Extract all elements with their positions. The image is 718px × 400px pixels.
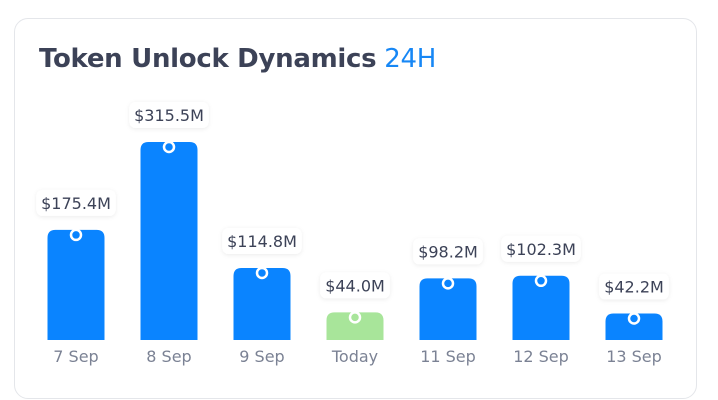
value-label-bg xyxy=(129,102,209,128)
value-label: $102.3M xyxy=(506,240,576,259)
x-tick-label: Today xyxy=(331,347,378,366)
bar[interactable] xyxy=(47,229,105,340)
bar-marker xyxy=(348,311,362,324)
bar[interactable] xyxy=(233,267,291,340)
x-tick-label: 13 Sep xyxy=(606,347,662,366)
bar-marker xyxy=(255,266,269,280)
bar-marker xyxy=(627,312,641,325)
value-label-bg xyxy=(413,238,483,265)
value-label: $42.2M xyxy=(604,278,664,297)
value-label: $98.2M xyxy=(418,242,478,261)
value-label-bg xyxy=(320,272,390,299)
value-label-bg xyxy=(36,189,116,216)
value-label: $114.8M xyxy=(227,232,297,251)
x-tick-label: 11 Sep xyxy=(420,347,476,366)
value-label: $44.0M xyxy=(325,276,385,295)
bar[interactable] xyxy=(512,275,570,340)
chart-title: Token Unlock Dynamics 24H xyxy=(39,44,436,74)
chart-title-text: Token Unlock Dynamics xyxy=(39,44,377,74)
value-label-bg xyxy=(222,227,302,254)
x-tick-label: 9 Sep xyxy=(239,347,284,366)
bar-marker xyxy=(162,140,176,154)
x-tick-label: 12 Sep xyxy=(513,347,569,366)
bar[interactable] xyxy=(326,312,384,340)
bar[interactable] xyxy=(605,313,663,340)
value-label-bg xyxy=(501,235,581,262)
bar-marker xyxy=(69,228,83,242)
bar-marker xyxy=(441,277,455,290)
bar[interactable] xyxy=(140,142,198,340)
value-label: $315.5M xyxy=(134,106,204,125)
bar[interactable] xyxy=(419,278,477,340)
bar-marker xyxy=(534,274,548,288)
timeframe-badge[interactable]: 24H xyxy=(384,44,437,74)
x-tick-label: 7 Sep xyxy=(53,347,98,366)
value-label-bg xyxy=(599,273,669,300)
x-tick-label: 8 Sep xyxy=(146,347,191,366)
value-label: $175.4M xyxy=(41,194,111,213)
